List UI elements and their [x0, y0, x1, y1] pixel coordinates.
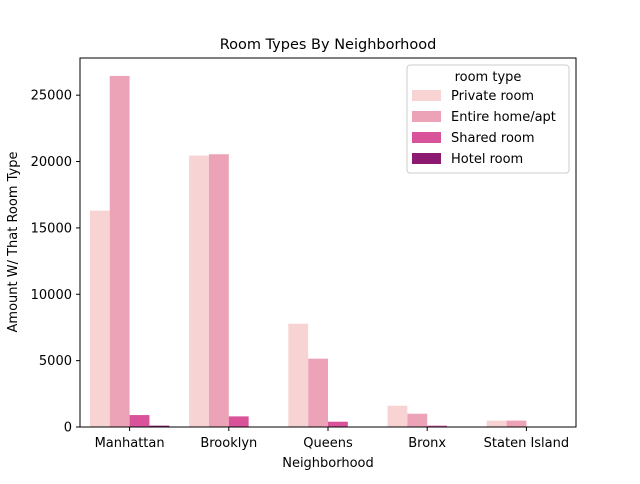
bar-shared-room-manhattan — [130, 415, 150, 427]
legend-swatch — [412, 111, 441, 122]
y-tick-label: 0 — [64, 421, 72, 436]
bar-private-room-brooklyn — [189, 156, 209, 427]
legend-label: Private room — [451, 89, 534, 104]
legend-label: Hotel room — [451, 152, 523, 167]
legend: room type Private room Entire home/apt Shar… — [407, 65, 569, 173]
bar-private-room-queens — [288, 324, 308, 427]
bar-entire-home-apt-brooklyn — [209, 154, 229, 427]
y-axis-label: Amount W/ That Room Type — [6, 152, 21, 333]
legend-swatch — [412, 132, 441, 143]
chart-title: Room Types By Neighborhood — [220, 37, 437, 53]
legend-title: room type — [455, 70, 522, 85]
x-tick-label: Queens — [303, 436, 353, 451]
bar-entire-home-apt-staten-island — [507, 421, 527, 427]
legend-label: Shared room — [451, 131, 535, 146]
legend-swatch — [412, 153, 441, 164]
bar-shared-room-brooklyn — [229, 416, 249, 427]
bar-private-room-bronx — [388, 406, 408, 427]
bar-entire-home-apt-bronx — [407, 414, 427, 427]
y-tick-label: 15000 — [31, 221, 72, 236]
y-tick-label: 20000 — [31, 155, 72, 170]
bar-entire-home-apt-queens — [308, 359, 328, 427]
x-axis-label: Neighborhood — [282, 456, 374, 471]
bar-private-room-staten-island — [487, 421, 507, 427]
bar-private-room-manhattan — [90, 211, 110, 427]
x-tick-label: Brooklyn — [200, 436, 257, 451]
legend-swatch — [412, 90, 441, 101]
legend-label: Entire home/apt — [451, 110, 556, 125]
y-tick-label: 10000 — [31, 288, 72, 303]
y-tick-label: 5000 — [39, 354, 72, 369]
x-tick-label: Bronx — [408, 436, 446, 451]
x-tick-label: Manhattan — [95, 436, 165, 451]
x-tick-label: Staten Island — [484, 436, 569, 451]
y-tick-label: 25000 — [31, 89, 72, 104]
bar-shared-room-queens — [328, 422, 348, 427]
bar-entire-home-apt-manhattan — [110, 76, 130, 427]
